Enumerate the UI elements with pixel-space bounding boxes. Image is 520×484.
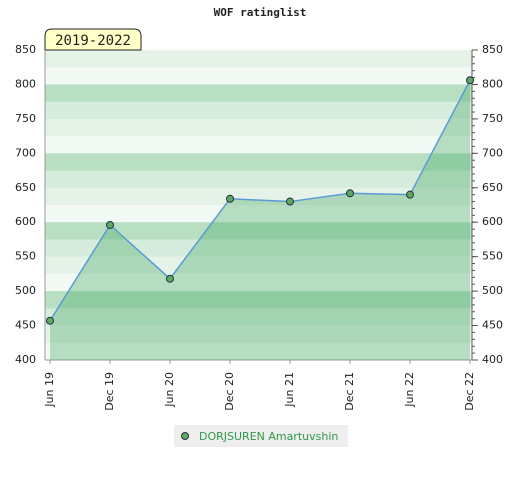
x-tick-label: Dec 19 bbox=[103, 372, 116, 411]
x-tick-label: Dec 22 bbox=[463, 372, 476, 411]
x-tick-label: Dec 21 bbox=[343, 372, 356, 411]
band bbox=[45, 67, 472, 85]
y2-tick-label: 400 bbox=[482, 353, 503, 366]
band bbox=[45, 187, 472, 206]
y-tick-label: 650 bbox=[15, 181, 36, 194]
plot-bands bbox=[45, 50, 472, 361]
band bbox=[45, 153, 472, 172]
band bbox=[45, 205, 472, 223]
y-tick-label: 500 bbox=[15, 284, 36, 297]
y-tick-label: 600 bbox=[15, 215, 36, 228]
legend-label: DORJSUREN Amartuvshin bbox=[199, 430, 338, 443]
point bbox=[346, 189, 354, 198]
band bbox=[45, 291, 472, 309]
legend bbox=[174, 425, 348, 447]
point bbox=[166, 274, 174, 283]
band bbox=[45, 50, 472, 68]
band bbox=[45, 118, 472, 137]
y-tick-label: 700 bbox=[15, 146, 36, 159]
band bbox=[45, 222, 472, 240]
band bbox=[45, 170, 472, 189]
point bbox=[286, 197, 294, 206]
x-tick-label: Jun 22 bbox=[403, 372, 416, 408]
point bbox=[106, 220, 114, 229]
y-tick-label: 450 bbox=[15, 319, 36, 332]
point bbox=[46, 316, 54, 325]
y2-tick-label: 650 bbox=[482, 181, 503, 194]
y2-tick-label: 600 bbox=[482, 215, 503, 228]
legend-marker bbox=[181, 432, 189, 440]
band bbox=[45, 325, 472, 344]
y2-tick-label: 750 bbox=[482, 112, 503, 125]
y-tick-label: 850 bbox=[15, 43, 36, 56]
line bbox=[49, 79, 471, 322]
y2-tick-label: 500 bbox=[482, 284, 503, 297]
area-fill bbox=[50, 80, 470, 361]
point bbox=[466, 76, 474, 85]
band bbox=[45, 136, 472, 154]
band bbox=[45, 273, 472, 292]
y-tick-label: 750 bbox=[15, 112, 36, 125]
band bbox=[45, 308, 472, 327]
y2-tick-label: 450 bbox=[482, 319, 503, 332]
y-tick-label: 800 bbox=[15, 77, 36, 90]
band bbox=[45, 342, 472, 361]
point bbox=[406, 190, 414, 199]
x-tick-label: Jun 21 bbox=[283, 372, 296, 408]
y-tick-label: 550 bbox=[15, 250, 36, 263]
chart-title: WOF ratinglist bbox=[214, 6, 307, 19]
y-tick-label: 400 bbox=[15, 353, 36, 366]
band bbox=[45, 256, 472, 275]
band bbox=[45, 84, 472, 103]
y2-tick-label: 700 bbox=[482, 146, 503, 159]
annotation-box bbox=[44, 28, 142, 51]
y2-tick-label: 850 bbox=[482, 43, 503, 56]
x-tick-label: Jun 20 bbox=[163, 372, 176, 408]
point bbox=[226, 194, 234, 203]
y2-tick-label: 550 bbox=[482, 250, 503, 263]
annotation: 2019-2022 bbox=[55, 33, 131, 49]
x-tick-label: Dec 20 bbox=[223, 372, 236, 411]
x-tick-label: Jun 19 bbox=[43, 372, 56, 408]
y2-tick-label: 800 bbox=[482, 77, 503, 90]
band bbox=[45, 101, 472, 120]
band bbox=[45, 239, 472, 258]
